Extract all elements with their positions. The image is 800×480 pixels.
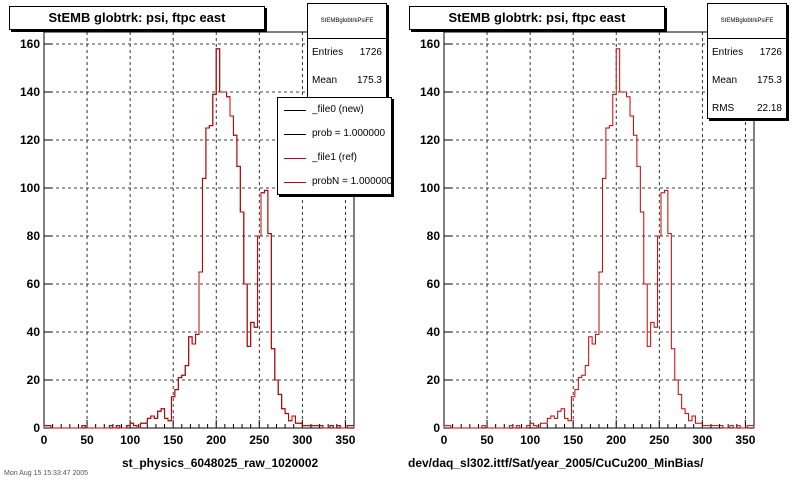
legend-line-red	[284, 158, 306, 159]
stats-box: StEMBglobtrkPsiFE Entries 1726 Mean 175.…	[707, 3, 787, 119]
legend-entry: probN = 1.000000	[278, 170, 391, 194]
legend: _file0 (new) prob = 1.000000 _file1 (ref…	[277, 97, 392, 195]
legend-label: prob = 1.000000	[312, 128, 386, 139]
stats-value: 175.3	[356, 75, 382, 86]
x-tick-label: 200	[206, 433, 226, 447]
x-tick-label: 250	[249, 433, 269, 447]
plot-title: StEMB globtrk: psi, ftpc east	[409, 6, 665, 30]
y-tick-label: 140	[20, 85, 40, 99]
x-tick-label: 150	[563, 433, 583, 447]
x-tick-label: 350	[735, 433, 755, 447]
legend-line-black	[284, 134, 306, 135]
stats-value: 175.3	[756, 75, 782, 86]
y-tick-label: 20	[427, 373, 441, 387]
stats-label: RMS	[712, 103, 735, 114]
y-tick-label: 120	[420, 133, 440, 147]
y-tick-label: 100	[20, 181, 40, 195]
x-tick-label: 350	[335, 433, 355, 447]
stats-row-entries: Entries 1726	[308, 39, 386, 67]
histogram-series-0	[443, 48, 755, 429]
y-tick-label: 120	[20, 133, 40, 147]
y-tick-label: 160	[20, 37, 40, 51]
y-tick-label: 60	[427, 277, 441, 291]
y-tick-label: 0	[433, 421, 440, 435]
plot-title-text: StEMB globtrk: psi, ftpc east	[48, 10, 226, 25]
legend-label: probN = 1.000000	[312, 176, 392, 187]
footer-date: Mon Aug 15 15:33:47 2005	[4, 470, 89, 477]
x-tick-label: 50	[80, 433, 94, 447]
stats-label: Mean	[712, 75, 738, 86]
x-tick-label: 50	[480, 433, 494, 447]
x-tick-label: 100	[520, 433, 540, 447]
stats-row-rms: RMS 22.18	[708, 95, 786, 123]
x-tick-label: 0	[441, 433, 448, 447]
stats-value: 1726	[759, 47, 782, 58]
y-tick-label: 160	[420, 37, 440, 51]
stats-row-mean: Mean 175.3	[308, 67, 386, 95]
x-tick-label: 200	[606, 433, 626, 447]
plot-title: StEMB globtrk: psi, ftpc east	[9, 6, 265, 30]
x-tick-label: 300	[292, 433, 312, 447]
legend-entry: _file0 (new)	[278, 98, 391, 122]
histogram-plot-right: 0 20 40 60 80 100 120 140 160 0 50 100 150 200 250 300 3…	[420, 31, 756, 447]
legend-label: _file1 (ref)	[312, 152, 358, 163]
x-tick-label: 0	[41, 433, 48, 447]
y-tick-label: 40	[427, 325, 441, 339]
x-tick-label: 150	[163, 433, 183, 447]
legend-label: _file0 (new)	[312, 104, 364, 115]
y-tick-label: 80	[27, 229, 41, 243]
stats-row-mean: Mean 175.3	[708, 67, 786, 95]
stats-box: StEMBglobtrkPsiFE Entries 1726 Mean 175.…	[307, 3, 387, 100]
stats-label: Entries	[312, 47, 344, 58]
stats-name: StEMBglobtrkPsiFE	[708, 4, 786, 39]
y-tick-label: 100	[420, 181, 440, 195]
stats-label: Entries	[712, 47, 744, 58]
x-tick-label: 100	[120, 433, 140, 447]
x-axis-label: dev/daq_sl302.ittf/Sat/year_2005/CuCu200…	[408, 456, 704, 470]
y-tick-label: 140	[420, 85, 440, 99]
stats-label: Mean	[312, 75, 338, 86]
histogram-panel-right: 0 20 40 60 80 100 120 140 160 0 50 100 150 200 250 300 3…	[400, 0, 800, 480]
legend-entry: prob = 1.000000	[278, 122, 391, 146]
stats-row-entries: Entries 1726	[708, 39, 786, 67]
y-tick-label: 40	[27, 325, 41, 339]
histogram-series-1	[43, 48, 355, 429]
y-tick-label: 80	[427, 229, 441, 243]
stats-value: 22.18	[756, 103, 782, 114]
x-axis-label: st_physics_6048025_raw_1020002	[122, 456, 319, 470]
stats-value: 1726	[359, 47, 382, 58]
plot-title-text: StEMB globtrk: psi, ftpc east	[448, 10, 626, 25]
y-tick-label: 20	[27, 373, 41, 387]
y-tick-label: 0	[33, 421, 40, 435]
x-tick-label: 300	[692, 433, 712, 447]
histogram-panel-left: 0 20 40 60 80 100 120 140 160 0 50 100 150 200 250 300 3…	[9, 3, 392, 470]
x-tick-label: 250	[649, 433, 669, 447]
y-tick-label: 60	[27, 277, 41, 291]
legend-entry: _file1 (ref)	[278, 146, 391, 170]
legend-line-red	[284, 182, 306, 183]
stats-name: StEMBglobtrkPsiFE	[308, 4, 386, 39]
legend-line-black	[284, 110, 306, 111]
